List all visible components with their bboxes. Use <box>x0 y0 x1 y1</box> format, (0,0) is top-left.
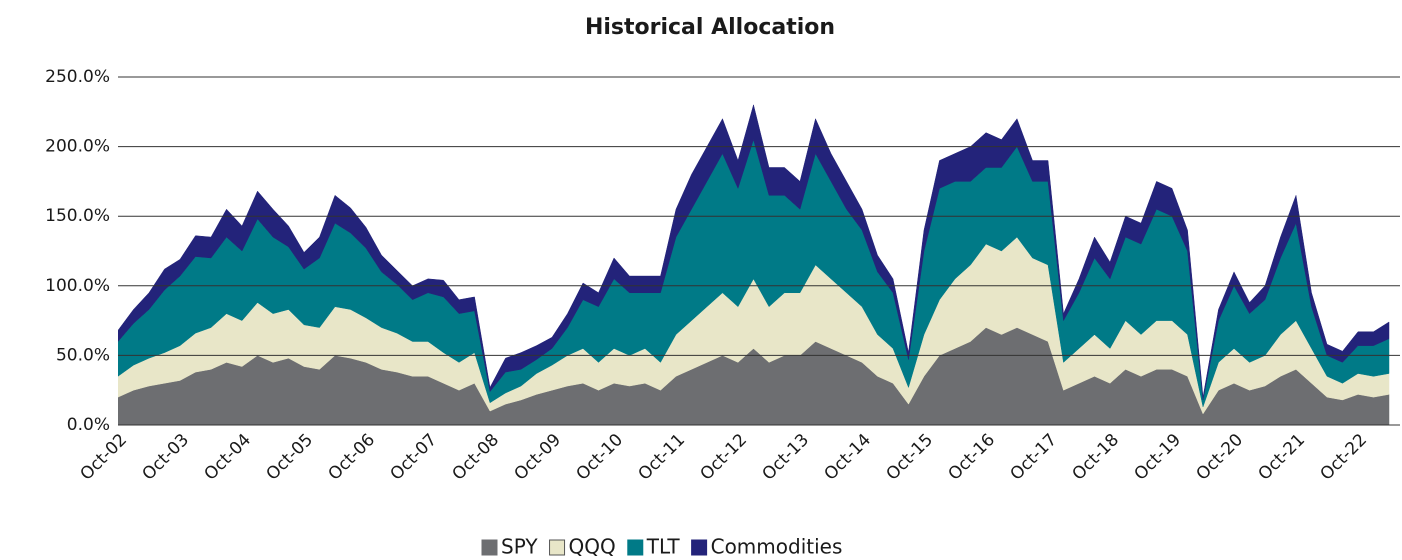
x-tick-label: Oct-05 <box>263 430 318 485</box>
x-tick-label: Oct-11 <box>635 430 690 485</box>
x-tick-label: Oct-15 <box>883 430 938 485</box>
plot-area <box>118 103 1390 425</box>
y-tick-label: 100.0% <box>45 276 110 296</box>
y-tick-label: 0.0% <box>67 415 110 435</box>
legend-swatch <box>549 539 566 556</box>
x-tick-label: Oct-09 <box>511 430 566 485</box>
x-tick-label: Oct-18 <box>1069 430 1124 485</box>
area <box>118 103 1390 400</box>
x-tick-label: Oct-07 <box>387 430 442 485</box>
x-tick-label: Oct-10 <box>573 430 628 485</box>
y-tick-label: 250.0% <box>45 67 110 87</box>
y-tick-label: 200.0% <box>45 137 110 157</box>
chart-title: Historical Allocation <box>585 15 835 40</box>
x-tick-label: Oct-12 <box>697 430 752 485</box>
x-tick-label: Oct-21 <box>1255 430 1310 485</box>
y-tick-label: 150.0% <box>45 206 110 226</box>
legend-swatch <box>627 539 644 556</box>
x-tick-label: Oct-08 <box>449 430 504 485</box>
legend-label: SPY <box>501 535 538 559</box>
legend-swatch <box>481 539 498 556</box>
x-tick-label: Oct-13 <box>759 430 814 485</box>
x-tick-label: Oct-03 <box>139 430 194 485</box>
legend-label: TLT <box>646 535 681 559</box>
x-tick-label: Oct-14 <box>821 430 876 485</box>
x-tick-label: Oct-17 <box>1007 430 1062 485</box>
x-tick-label: Oct-22 <box>1317 430 1372 485</box>
x-tick-label: Oct-16 <box>945 430 1000 485</box>
x-tick-label: Oct-06 <box>325 430 380 485</box>
legend-swatch <box>691 539 708 556</box>
x-tick-label: Oct-04 <box>201 430 256 485</box>
x-tick-label: Oct-02 <box>77 430 132 485</box>
x-tick-label: Oct-19 <box>1131 430 1186 485</box>
legend-label: Commodities <box>711 535 843 559</box>
legend-label: QQQ <box>569 535 616 559</box>
y-tick-label: 50.0% <box>56 345 110 365</box>
x-tick-label: Oct-20 <box>1193 430 1248 485</box>
